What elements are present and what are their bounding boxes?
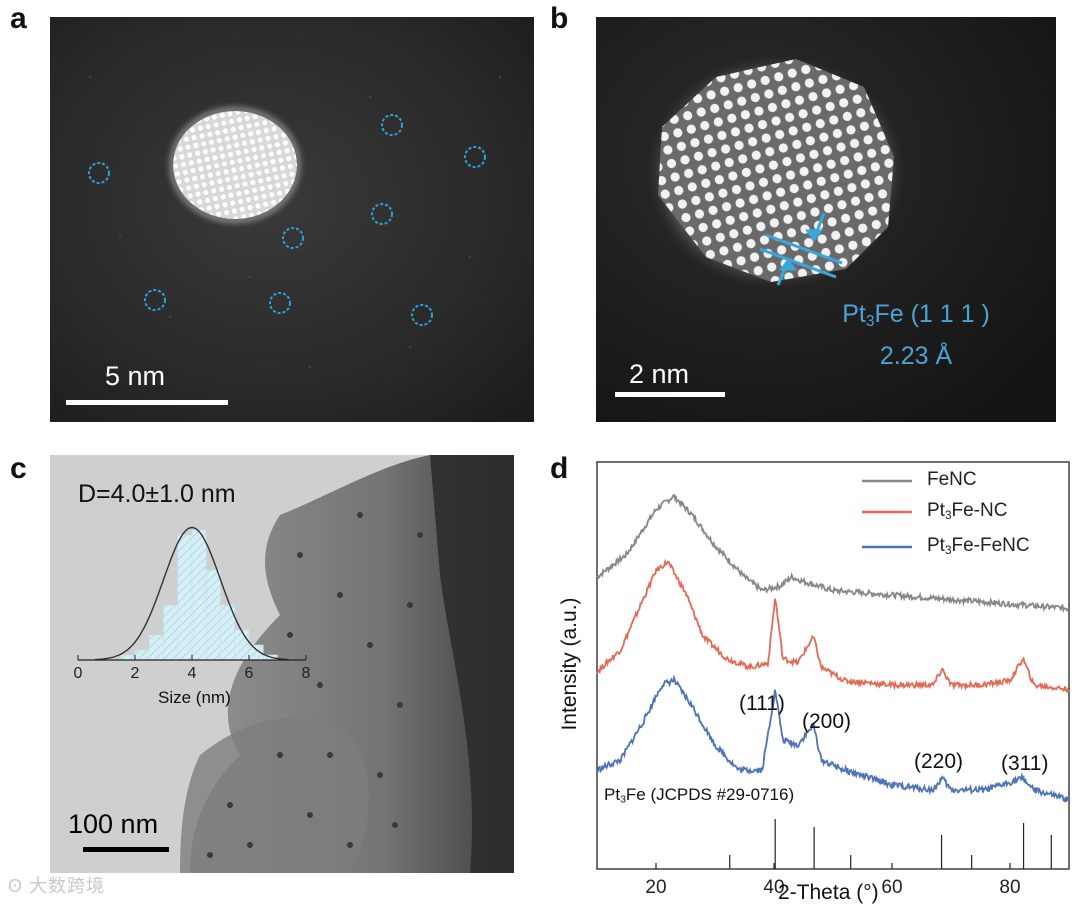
scale-bar-label-b: 2 nm [629,359,690,389]
xrd-tick-label: 20 [645,877,666,898]
inset-tick-label: 8 [302,665,311,682]
xrd-plot-frame [596,461,1070,870]
stem-image-a-canvas [50,17,534,422]
panel-label-a: a [10,2,27,35]
inset-xlabel: Size (nm) [158,688,231,707]
lattice-plane-label: Pt3Fe (1 1 1 ) 2.23 Å [842,300,990,370]
xrd-series-line [596,558,1070,694]
scale-bar-a [66,400,228,405]
peak-label-200: (200) [802,710,852,733]
peak-label-111: (111) [739,692,785,715]
inset-tick-label: 4 [188,665,197,682]
xrd-tick-label: 40 [763,877,784,898]
scale-bar-label-a: 5 nm [105,361,166,391]
tem-image-c-canvas [50,455,514,873]
single-atom-markers [88,114,486,326]
size-histogram: 0 2 4 6 8 [74,526,311,682]
xrd-ylabel: Intensity (a.u.) [558,597,581,731]
gaussian-fit-curve [95,526,289,661]
panel-label-d: d [550,452,569,485]
reference-pattern-label: Pt3Fe (JCPDS #29-0716) [604,785,795,806]
stem-image-a: 5 nm [50,17,534,422]
scale-bar-b [615,392,725,397]
scale-bar-label-c: 100 nm [68,809,159,839]
nanoparticle-dots [207,512,423,858]
lattice-fringe-marker [759,212,843,286]
stem-image-b-canvas [596,17,1056,422]
inset-tick-label: 2 [131,665,140,682]
legend-label-pt3fe-fenc: Pt3Fe-FeNC [927,535,1030,557]
legend-label-fenc: FeNC [927,469,977,490]
xrd-tick-label: 60 [881,877,902,898]
watermark: ʘ 大数跨境 [8,876,106,896]
xrd-series-line [596,493,1070,614]
xrd-tick-label: 80 [999,877,1020,898]
xrd-xlabel: 2-Theta (°) [778,881,879,904]
panel-label-c: c [10,452,27,485]
inset-tick-label: 6 [245,665,254,682]
inset-tick-label: 0 [74,665,83,682]
tem-image-c: 100 nm D=4.0±1.0 nm 0 2 4 6 8 Size (nm) [50,455,514,873]
d-spacing-value: 2.23 Å [879,341,953,370]
peak-label-311: (311) [1001,752,1049,775]
peak-label-220: (220) [914,750,964,773]
scale-bar-c [83,847,169,852]
inset-title: D=4.0±1.0 nm [78,480,236,508]
panel-label-b: b [550,2,569,35]
stem-image-b: 2 nm Pt3Fe (1 1 1 ) 2.23 Å [596,17,1056,422]
xrd-series-line [596,674,1070,803]
legend-label-pt3fe-nc: Pt3Fe-NC [927,500,1008,522]
